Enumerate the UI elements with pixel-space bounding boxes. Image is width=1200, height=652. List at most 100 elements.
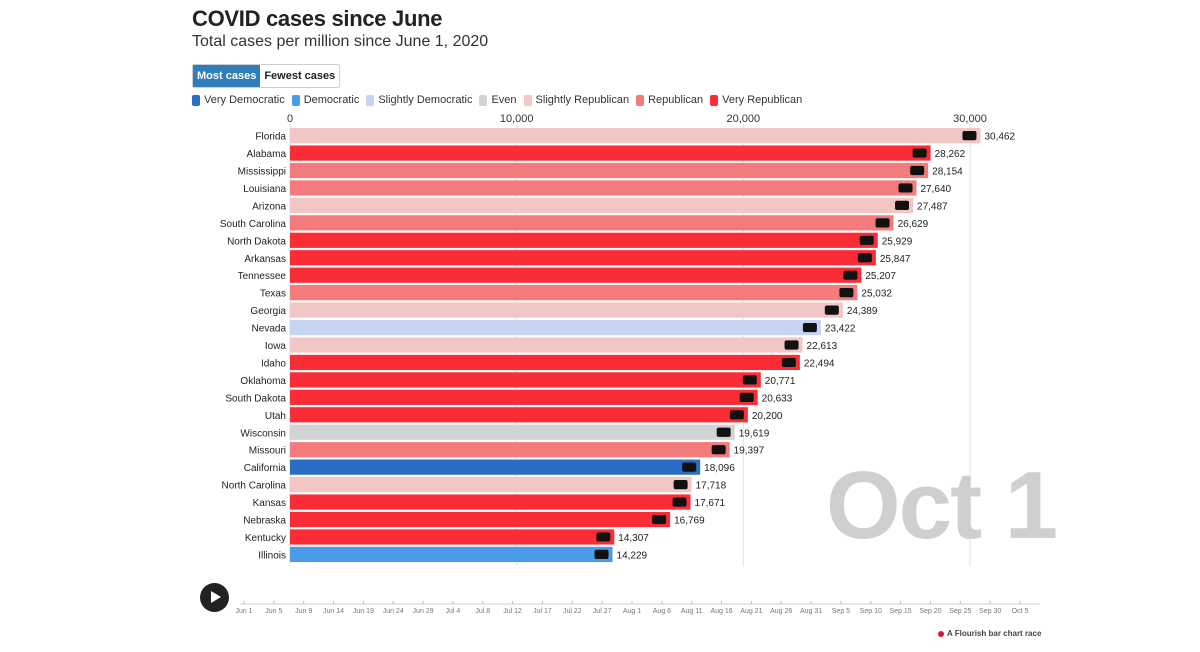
timeline-label: Jun 5 bbox=[265, 608, 282, 615]
bar bbox=[290, 407, 748, 423]
state-shape-icon bbox=[729, 410, 744, 420]
sort-toggle: Most cases Fewest cases bbox=[192, 64, 341, 88]
x-tick-label: 20,000 bbox=[727, 113, 761, 125]
legend-item: Slightly Republican bbox=[523, 94, 629, 106]
bar bbox=[290, 267, 862, 283]
timeline-label: Sep 25 bbox=[949, 608, 971, 615]
value-label: 25,847 bbox=[880, 254, 911, 265]
timeline-label: Jul 12 bbox=[503, 608, 522, 615]
value-label: 17,671 bbox=[695, 498, 726, 509]
value-label: 30,462 bbox=[984, 132, 1015, 143]
flourish-credit[interactable]: A Flourish bar chart race bbox=[938, 629, 1041, 638]
state-shape-icon bbox=[824, 305, 839, 315]
category-label: California bbox=[244, 463, 287, 474]
value-label: 20,633 bbox=[762, 393, 793, 404]
category-label: Florida bbox=[255, 132, 286, 143]
legend-item: Slightly Democratic bbox=[366, 94, 472, 106]
most-cases-button[interactable]: Most cases bbox=[193, 65, 261, 87]
value-label: 27,640 bbox=[921, 184, 952, 195]
category-label: Mississippi bbox=[238, 167, 286, 178]
timeline-slider[interactable]: Jun 1 Jun 5 Jun 9 Jun 14 Jun 19 Jun 24 Jun 29 J… bbox=[0, 596, 1200, 620]
value-label: 25,032 bbox=[861, 289, 892, 300]
state-shape-icon bbox=[742, 375, 757, 385]
category-label: Missouri bbox=[249, 446, 286, 457]
x-tick-label: 30,000 bbox=[953, 113, 987, 125]
timeline-label: Jul 17 bbox=[533, 608, 552, 615]
legend-swatch bbox=[291, 94, 300, 106]
legend-swatch bbox=[366, 94, 375, 106]
value-label: 28,262 bbox=[935, 149, 966, 160]
timeline-label: Sep 20 bbox=[919, 608, 941, 615]
category-label: Oklahoma bbox=[240, 376, 286, 387]
value-label: 24,389 bbox=[847, 306, 878, 317]
bar bbox=[290, 302, 843, 318]
category-label: North Carolina bbox=[222, 481, 287, 492]
timeline-label: Aug 21 bbox=[740, 608, 762, 615]
value-label: 18,096 bbox=[704, 463, 735, 474]
category-label: Illinois bbox=[258, 550, 286, 561]
chart-title: COVID cases since June bbox=[192, 6, 443, 31]
bar-chart: 0 10,000 20,000 30,000 Florida 30,462 Alabama 2… bbox=[220, 113, 1015, 566]
state-shape-icon bbox=[594, 549, 609, 559]
legend-swatch bbox=[192, 94, 200, 106]
bar bbox=[290, 337, 803, 353]
state-shape-icon bbox=[781, 357, 796, 368]
bar bbox=[290, 145, 931, 161]
state-shape-icon bbox=[857, 253, 872, 263]
timeline-label: Jul 4 bbox=[446, 608, 461, 615]
legend-item: Very Democratic bbox=[192, 94, 285, 106]
legend-item: Even bbox=[479, 94, 517, 106]
bar bbox=[290, 354, 800, 371]
bar bbox=[290, 424, 735, 440]
bar bbox=[290, 250, 876, 266]
play-icon bbox=[211, 591, 221, 603]
category-label: Idaho bbox=[261, 358, 286, 369]
legend-swatch bbox=[636, 94, 645, 106]
state-shape-icon bbox=[898, 183, 913, 193]
timeline-label: Oct 5 bbox=[1012, 608, 1029, 615]
play-button[interactable] bbox=[200, 583, 229, 612]
timeline-label: Aug 6 bbox=[653, 608, 671, 615]
timeline-label: Jun 14 bbox=[323, 608, 344, 615]
category-label: Tennessee bbox=[238, 271, 287, 282]
state-shape-icon bbox=[859, 235, 874, 245]
timeline-label: Sep 15 bbox=[890, 608, 912, 615]
legend-label: Even bbox=[491, 94, 517, 106]
legend-label: Republican bbox=[648, 94, 704, 106]
value-label: 19,619 bbox=[739, 428, 770, 439]
state-shape-icon bbox=[962, 131, 977, 141]
value-label: 19,397 bbox=[734, 446, 765, 457]
bar bbox=[290, 372, 761, 388]
category-label: South Carolina bbox=[220, 219, 287, 230]
value-label: 26,629 bbox=[898, 219, 929, 230]
timeline-label: Sep 30 bbox=[979, 608, 1001, 615]
state-shape-icon bbox=[596, 532, 611, 542]
value-label: 25,929 bbox=[882, 236, 913, 247]
timeline-label: Aug 1 bbox=[623, 608, 641, 615]
category-label: Iowa bbox=[265, 341, 287, 352]
fewest-cases-button[interactable]: Fewest cases bbox=[260, 65, 340, 87]
legend-label: Very Democratic bbox=[204, 94, 285, 106]
bar bbox=[290, 511, 671, 528]
credit-text: A Flourish bar chart race bbox=[947, 629, 1042, 638]
bar bbox=[290, 128, 981, 144]
legend-label: Slightly Democratic bbox=[378, 94, 473, 106]
timeline-label: Jul 8 bbox=[475, 608, 490, 615]
timeline-label: Jul 27 bbox=[593, 608, 612, 615]
bar bbox=[290, 319, 821, 336]
value-label: 20,771 bbox=[765, 376, 796, 387]
category-label: Nevada bbox=[252, 324, 287, 335]
x-tick-label: 10,000 bbox=[500, 113, 534, 125]
value-label: 14,229 bbox=[617, 550, 648, 561]
value-label: 20,200 bbox=[752, 411, 783, 422]
category-label: Wisconsin bbox=[240, 428, 286, 439]
value-label: 22,613 bbox=[807, 341, 838, 352]
timeline-label: Jun 19 bbox=[353, 608, 374, 615]
bar bbox=[290, 232, 878, 248]
category-label: Arkansas bbox=[244, 254, 286, 265]
bar bbox=[290, 442, 730, 458]
state-shape-icon bbox=[895, 200, 910, 210]
state-shape-icon bbox=[682, 462, 697, 472]
timeline-label: Sep 10 bbox=[860, 608, 882, 615]
category-label: Texas bbox=[260, 289, 286, 300]
